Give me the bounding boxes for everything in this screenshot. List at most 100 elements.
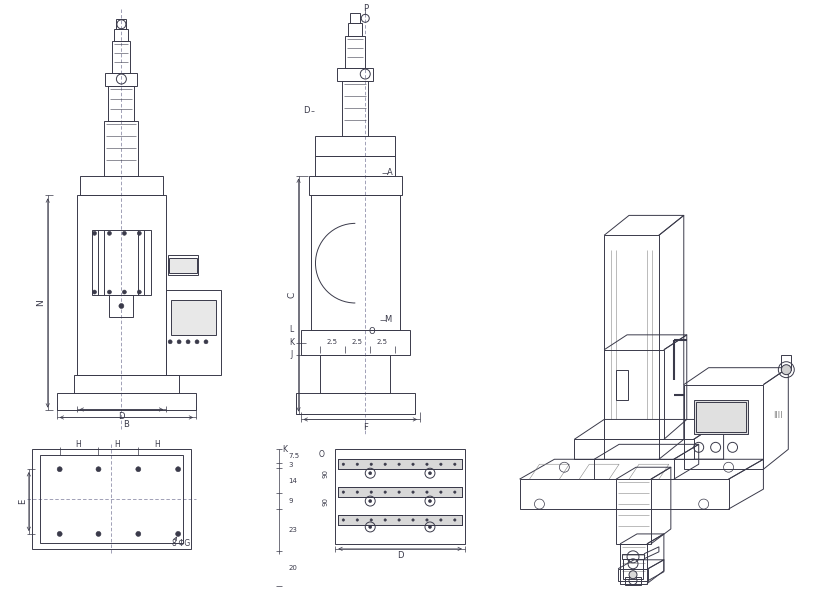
Text: O: O [318, 450, 324, 459]
Text: 2.5: 2.5 [352, 339, 363, 345]
Bar [594, 459, 674, 479]
Circle shape [370, 491, 372, 493]
Text: B: B [123, 420, 129, 429]
Bar [80, 176, 163, 196]
Bar [623, 559, 643, 579]
Circle shape [428, 472, 432, 475]
Text: H: H [76, 440, 81, 449]
Text: P: P [363, 4, 368, 13]
Circle shape [108, 231, 112, 235]
Bar [781, 355, 791, 370]
Text: K: K [282, 445, 287, 454]
Bar [106, 73, 137, 86]
Bar [335, 449, 465, 544]
Circle shape [96, 467, 101, 472]
Bar [616, 370, 628, 400]
Circle shape [176, 532, 181, 536]
Circle shape [398, 519, 401, 521]
Bar [350, 13, 360, 23]
Bar [296, 393, 415, 414]
Circle shape [369, 472, 372, 475]
Circle shape [92, 290, 97, 294]
Bar [575, 439, 694, 459]
Circle shape [108, 290, 112, 294]
Text: 7.5: 7.5 [289, 453, 300, 459]
Bar [76, 196, 166, 374]
Text: N: N [36, 300, 45, 306]
Circle shape [454, 519, 456, 521]
Bar [345, 36, 365, 68]
Text: 23: 23 [289, 527, 297, 533]
Text: F: F [363, 423, 368, 432]
Text: 8-ΦG: 8-ΦG [171, 539, 191, 548]
Bar [623, 559, 643, 569]
Text: 90: 90 [323, 469, 328, 478]
Bar [104, 121, 139, 176]
Bar [622, 554, 644, 559]
Circle shape [369, 500, 372, 503]
Bar [311, 196, 400, 330]
Bar [108, 86, 134, 121]
Circle shape [412, 519, 414, 521]
Circle shape [629, 571, 637, 579]
Text: H: H [155, 440, 160, 449]
Circle shape [136, 532, 141, 536]
Text: C: C [287, 292, 296, 298]
Circle shape [426, 519, 428, 521]
Bar [117, 19, 126, 29]
Bar [616, 479, 651, 544]
Circle shape [137, 231, 141, 235]
Circle shape [356, 491, 359, 493]
Bar [339, 515, 462, 525]
Bar [339, 487, 462, 497]
Bar [339, 515, 462, 525]
Circle shape [454, 491, 456, 493]
Circle shape [426, 491, 428, 493]
Circle shape [123, 290, 126, 294]
Circle shape [426, 463, 428, 465]
Bar [604, 235, 659, 459]
Circle shape [370, 519, 372, 521]
Bar [169, 258, 197, 273]
Circle shape [369, 526, 372, 529]
Circle shape [384, 491, 386, 493]
Text: H: H [114, 440, 120, 449]
Text: J: J [291, 350, 292, 359]
Bar [92, 231, 151, 295]
Text: O: O [369, 327, 375, 337]
Circle shape [123, 231, 126, 235]
Text: D: D [118, 412, 124, 421]
Bar [166, 290, 221, 374]
Bar [316, 156, 395, 176]
Circle shape [186, 340, 190, 344]
Text: 90: 90 [323, 497, 328, 506]
Text: 2.5: 2.5 [376, 339, 388, 345]
Text: A: A [387, 168, 393, 177]
Bar [625, 577, 641, 585]
Circle shape [356, 519, 359, 521]
Circle shape [342, 491, 344, 493]
Circle shape [92, 231, 97, 235]
Bar [339, 487, 462, 497]
Circle shape [119, 303, 123, 308]
Circle shape [439, 519, 442, 521]
Bar [114, 29, 129, 41]
Circle shape [356, 463, 359, 465]
Circle shape [781, 365, 791, 374]
Circle shape [136, 467, 141, 472]
Bar [339, 459, 462, 469]
Bar [604, 350, 664, 439]
Bar [321, 355, 390, 393]
Bar [618, 569, 648, 581]
Bar [39, 455, 183, 543]
Circle shape [439, 463, 442, 465]
Text: D: D [303, 107, 310, 116]
Circle shape [168, 340, 172, 344]
Text: M: M [385, 315, 391, 324]
Circle shape [57, 467, 62, 472]
Bar [32, 449, 191, 549]
Bar [620, 544, 647, 584]
Circle shape [384, 519, 386, 521]
Circle shape [137, 290, 141, 294]
Bar [74, 374, 179, 393]
